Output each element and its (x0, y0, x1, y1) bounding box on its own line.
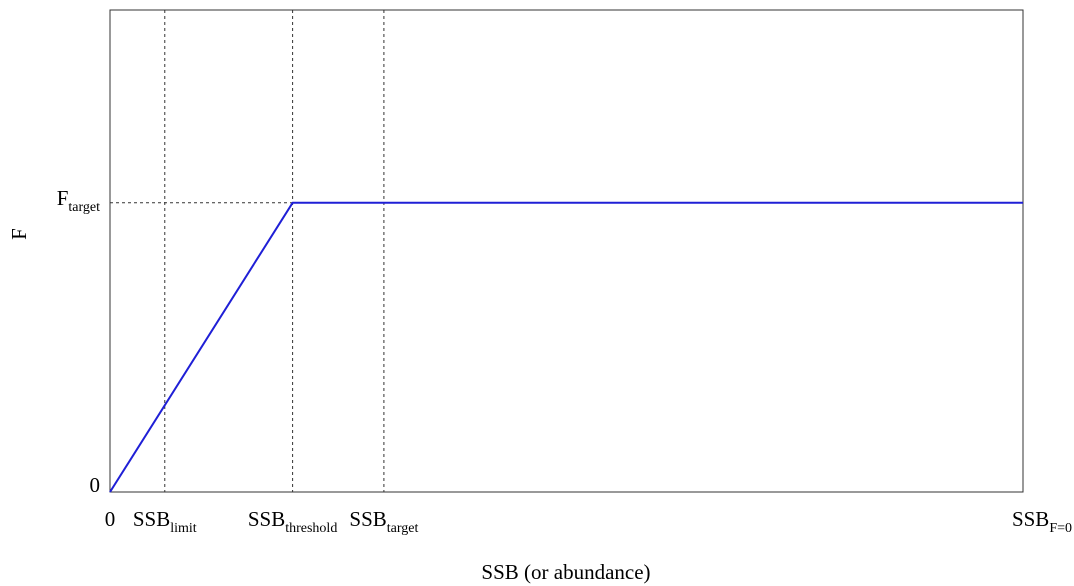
y-tick-label: Ftarget (57, 186, 100, 215)
series-line (109, 201, 1023, 493)
x-tick-label: SSBF=0 (1012, 507, 1072, 536)
x-tick-label: SSBthreshold (248, 507, 337, 536)
y-tick-label: 0 (90, 473, 101, 497)
x-tick-labels: 0 SSBlimit SSBthreshold SSBtarget SSBF=0 (105, 507, 1072, 536)
y-tick-labels: 0 Ftarget (57, 186, 100, 497)
y-axis-label: F (7, 228, 31, 240)
x-tick-label: SSBlimit (133, 507, 197, 536)
x-axis-label: SSB (or abundance) (481, 560, 650, 584)
x-tick-label: SSBtarget (349, 507, 418, 536)
series-lines (109, 201, 1023, 493)
plot-frame (109, 9, 1024, 493)
reference-lines (110, 10, 385, 492)
x-tick-label: 0 (105, 507, 116, 531)
